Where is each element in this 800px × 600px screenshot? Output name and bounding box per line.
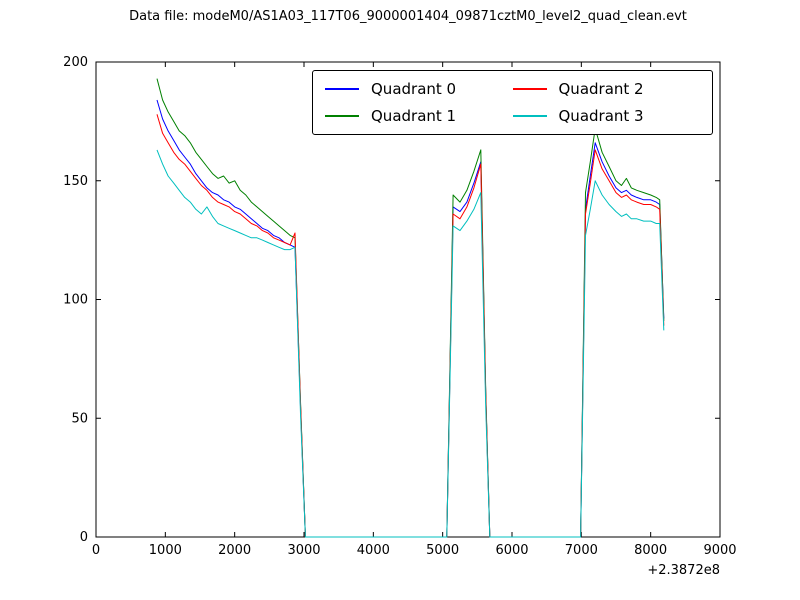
chart-title: Data file: modeM0/AS1A03_117T06_90000014…	[129, 9, 687, 24]
legend-label: Quadrant 2	[558, 79, 644, 98]
legend-line-sample	[512, 115, 547, 118]
x-tick-label: 5000	[426, 543, 459, 558]
x-tick-label: 9000	[703, 543, 736, 558]
legend-item-quadrant-3: Quadrant 3	[512, 107, 701, 126]
legend-item-quadrant-1: Quadrant 1	[325, 107, 513, 125]
legend-label: Quadrant 3	[558, 107, 644, 126]
y-tick-label: 200	[63, 55, 88, 70]
y-tick-label: 100	[63, 293, 88, 308]
x-tick-label: 4000	[357, 543, 390, 558]
x-tick-label: 6000	[495, 543, 528, 558]
legend-item-quadrant-0: Quadrant 0	[325, 80, 513, 98]
series-line-quadrant-0	[156, 99, 665, 538]
legend: Quadrant 0 Quadrant 1 Quadrant 2 Quadrant 3	[312, 70, 713, 135]
legend-label: Quadrant 1	[371, 107, 457, 126]
legend-line-sample	[512, 87, 547, 90]
x-axis-offset-label: +2.3872e8	[647, 563, 720, 578]
x-tick-label: 7000	[565, 543, 598, 558]
x-tick-label: 2000	[218, 543, 251, 558]
series-line-quadrant-3	[156, 149, 665, 538]
x-tick-label: 0	[92, 543, 100, 558]
legend-line-sample	[325, 115, 359, 118]
y-tick-label: 50	[71, 411, 88, 426]
x-tick-label: 3000	[287, 543, 320, 558]
y-tick-label: 0	[80, 530, 88, 545]
series-line-quadrant-1	[156, 78, 665, 538]
x-tick-label: 1000	[149, 543, 182, 558]
legend-label: Quadrant 0	[371, 79, 457, 98]
legend-line-sample	[325, 87, 359, 90]
legend-item-quadrant-2: Quadrant 2	[512, 79, 701, 98]
y-tick-label: 150	[63, 174, 88, 189]
x-tick-label: 8000	[634, 543, 667, 558]
